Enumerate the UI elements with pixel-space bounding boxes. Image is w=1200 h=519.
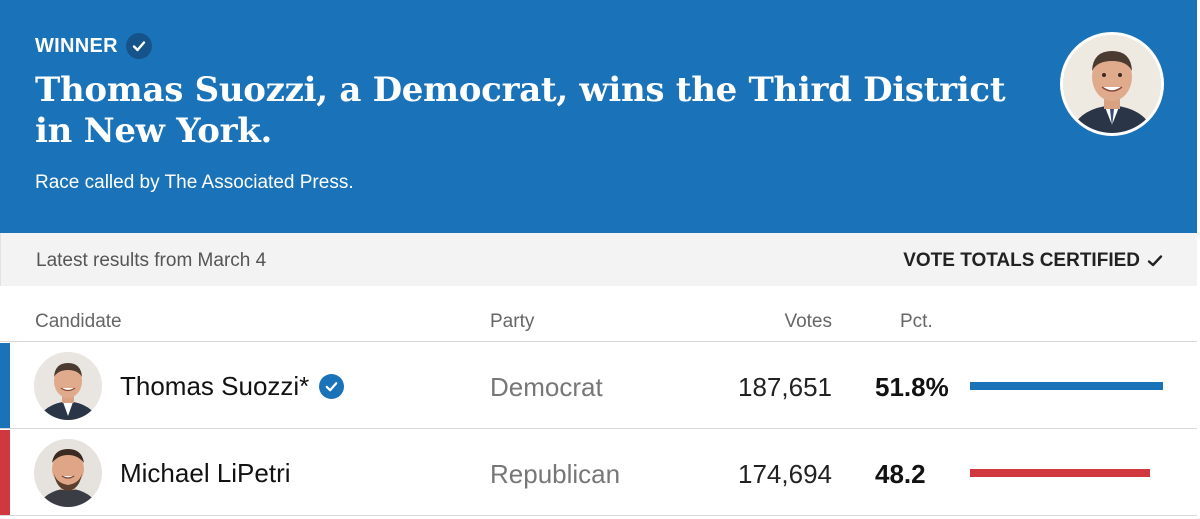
candidate-party: Republican: [490, 459, 621, 489]
header-votes: Votes: [784, 311, 832, 332]
winner-checkmark-icon: [319, 374, 345, 399]
candidate-name-cell: Michael LiPetri: [120, 458, 291, 489]
header-divider: [0, 341, 1197, 342]
candidate-votes: 174,694: [738, 459, 832, 489]
results-status-bar: Latest results from March 4 VOTE TOTALS …: [0, 233, 1197, 286]
candidate-party: Democrat: [490, 372, 603, 402]
table-row: Michael LiPetri Republican 174,694 48.2: [0, 430, 1197, 516]
header-candidate: Candidate: [35, 311, 122, 332]
checkmark-icon: [1147, 255, 1163, 267]
party-color-stripe: [0, 430, 10, 516]
vote-share-bar: [970, 382, 1163, 390]
table-row: Thomas Suozzi* Democrat 187,651 51.8%: [0, 343, 1197, 429]
candidate-avatar: [34, 352, 102, 420]
candidate-votes: 187,651: [738, 372, 832, 402]
header-pct: Pct.: [900, 311, 933, 332]
winner-banner: WINNER Thomas Suozzi, a Democrat, wins t…: [0, 0, 1197, 233]
winner-checkmark-icon: [125, 33, 152, 59]
candidate-pct: 51.8%: [875, 372, 949, 402]
vote-share-bar-fill: [970, 469, 1150, 477]
candidate-name: Thomas Suozzi*: [120, 371, 310, 401]
results-table: Candidate Party Votes Pct. Thomas Suozzi…: [0, 286, 1197, 519]
row-divider: [0, 428, 1197, 429]
certified-label: VOTE TOTALS CERTIFIED: [903, 250, 1140, 271]
header-party: Party: [490, 311, 535, 332]
winner-label-row: WINNER: [35, 33, 152, 59]
winner-portrait: [1060, 32, 1164, 136]
race-headline: Thomas Suozzi, a Democrat, wins the Thir…: [35, 70, 1006, 151]
certified-status: VOTE TOTALS CERTIFIED: [903, 250, 1164, 272]
winner-label: WINNER: [35, 34, 118, 57]
race-called-note: Race called by The Associated Press.: [35, 172, 354, 193]
candidate-name-cell: Thomas Suozzi*: [120, 371, 345, 402]
candidate-name: Michael LiPetri: [120, 458, 291, 488]
candidate-pct: 48.2: [875, 459, 926, 489]
latest-results-date: Latest results from March 4: [36, 250, 267, 271]
candidate-avatar: [34, 439, 102, 507]
row-divider: [0, 515, 1197, 516]
vote-share-bar: [970, 469, 1163, 477]
party-color-stripe: [0, 343, 10, 429]
vote-share-bar-fill: [970, 382, 1163, 390]
